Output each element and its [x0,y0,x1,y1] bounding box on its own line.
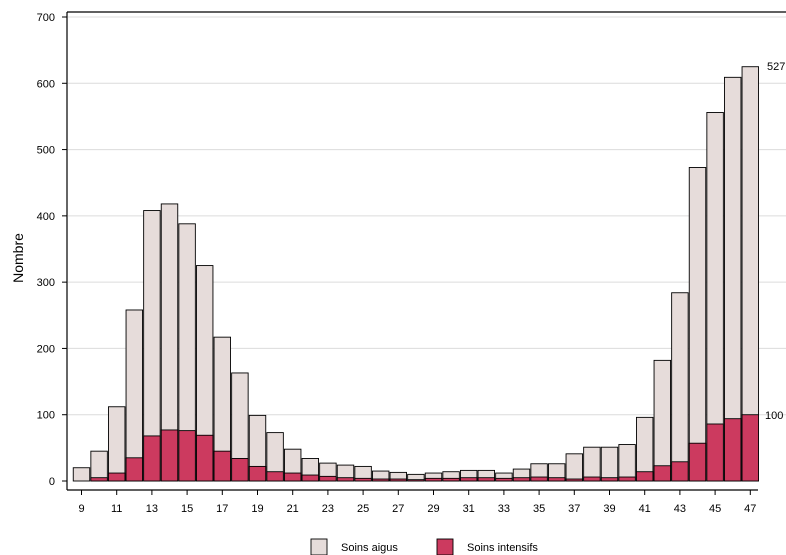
legend-label-soins-aigus: Soins aigus [341,542,398,554]
x-tick-label: 31 [463,503,475,515]
bar-soins-intensifs [319,475,337,482]
legend-swatch-soins-intensifs [436,538,454,555]
y-axis-ticks: 0 100 200 300 400 500 600 700 [37,12,67,488]
bar-soins-aigus [72,467,91,482]
bar-soins-intensifs [530,476,548,482]
x-tick-label: 15 [181,503,193,515]
bar-soins-intensifs [284,472,302,482]
bar-soins-intensifs [213,450,232,482]
bar-soins-intensifs [653,465,671,482]
bar-soins-intensifs [618,476,636,482]
end-label-intensifs: 100 [765,410,783,422]
bar-soins-intensifs [724,418,742,482]
legend-swatch-soins-aigus [310,538,328,555]
x-tick-label: 13 [146,503,158,515]
series-soins-aigus [72,66,759,482]
bar-soins-intensifs [125,457,144,482]
bar-soins-intensifs [90,477,108,482]
y-tick-label: 100 [37,410,55,422]
bar-soins-aigus [125,309,144,482]
x-tick-label: 27 [392,503,404,515]
x-tick-label: 23 [322,503,334,515]
x-tick-label: 21 [287,503,299,515]
bar-soins-aigus [618,444,636,482]
bar-soins-intensifs [407,479,425,482]
bar-soins-intensifs [688,442,707,482]
bar-soins-intensifs [548,477,566,482]
bar-soins-aigus [671,292,689,482]
bar-soins-aigus [583,446,601,482]
bar-soins-intensifs [442,477,460,482]
x-tick-label: 47 [744,503,756,515]
bar-soins-intensifs [512,477,531,482]
bar-soins-intensifs [143,435,161,482]
bar-soins-intensifs [565,478,583,482]
x-tick-label: 9 [78,503,84,515]
bar-soins-intensifs [160,429,179,482]
bar-soins-intensifs [424,477,443,482]
bar-soins-intensifs [636,471,654,482]
x-tick-label: 29 [427,503,439,515]
y-tick-label: 400 [37,211,55,223]
x-tick-label: 43 [674,503,686,515]
bar-soins-aigus [600,446,619,482]
bar-soins-intensifs [600,477,619,482]
x-tick-label: 45 [709,503,721,515]
end-label-aigus: 527 [767,61,785,73]
x-tick-label: 35 [533,503,545,515]
y-axis-title: Nombre [10,233,26,283]
bar-soins-intensifs [706,423,724,482]
bar-soins-intensifs [248,465,267,482]
bar-soins-aigus [90,450,108,482]
bar-soins-intensifs [477,477,495,482]
x-tick-label: 25 [357,503,369,515]
bar-soins-intensifs [389,478,407,482]
bar-soins-intensifs [354,477,372,482]
y-tick-label: 0 [49,476,55,488]
x-tick-label: 41 [639,503,651,515]
bar-soins-intensifs [266,471,284,482]
bar-soins-aigus [107,406,126,482]
bar-soins-intensifs [195,434,214,482]
bar-soins-intensifs [495,477,513,482]
legend-label-soins-intensifs: Soins intensifs [467,542,538,554]
bar-soins-intensifs [671,461,689,482]
bar-soins-intensifs [231,458,249,482]
y-tick-label: 200 [37,343,55,355]
x-tick-label: 17 [216,503,228,515]
bar-soins-aigus [688,167,707,482]
x-tick-label: 33 [498,503,510,515]
bar-soins-intensifs [301,474,319,482]
bar-soins-intensifs [178,430,196,482]
x-tick-label: 39 [603,503,615,515]
x-tick-label: 19 [251,503,263,515]
bar-soins-intensifs [460,477,478,482]
legend: Soins aigus Soins intensifs [310,538,538,555]
bar-soins-intensifs [372,478,390,482]
y-tick-label: 700 [37,12,55,24]
bar-soins-aigus [653,359,671,482]
bar-soins-intensifs [741,414,759,482]
bar-soins-aigus [565,453,583,482]
y-tick-label: 300 [37,277,55,289]
y-tick-label: 600 [37,78,55,90]
bar-soins-intensifs [107,472,126,482]
series-soins-intensifs [90,414,759,482]
x-tick-label: 37 [568,503,580,515]
bar-soins-intensifs [336,477,355,482]
x-tick-label: 11 [111,503,122,515]
x-axis-ticks: 9 11 13 15 17 19 21 23 25 27 29 31 33 35 37 39 41 43 45 47 [78,490,756,515]
bar-soins-intensifs [583,476,601,482]
y-tick-label: 500 [37,145,55,157]
